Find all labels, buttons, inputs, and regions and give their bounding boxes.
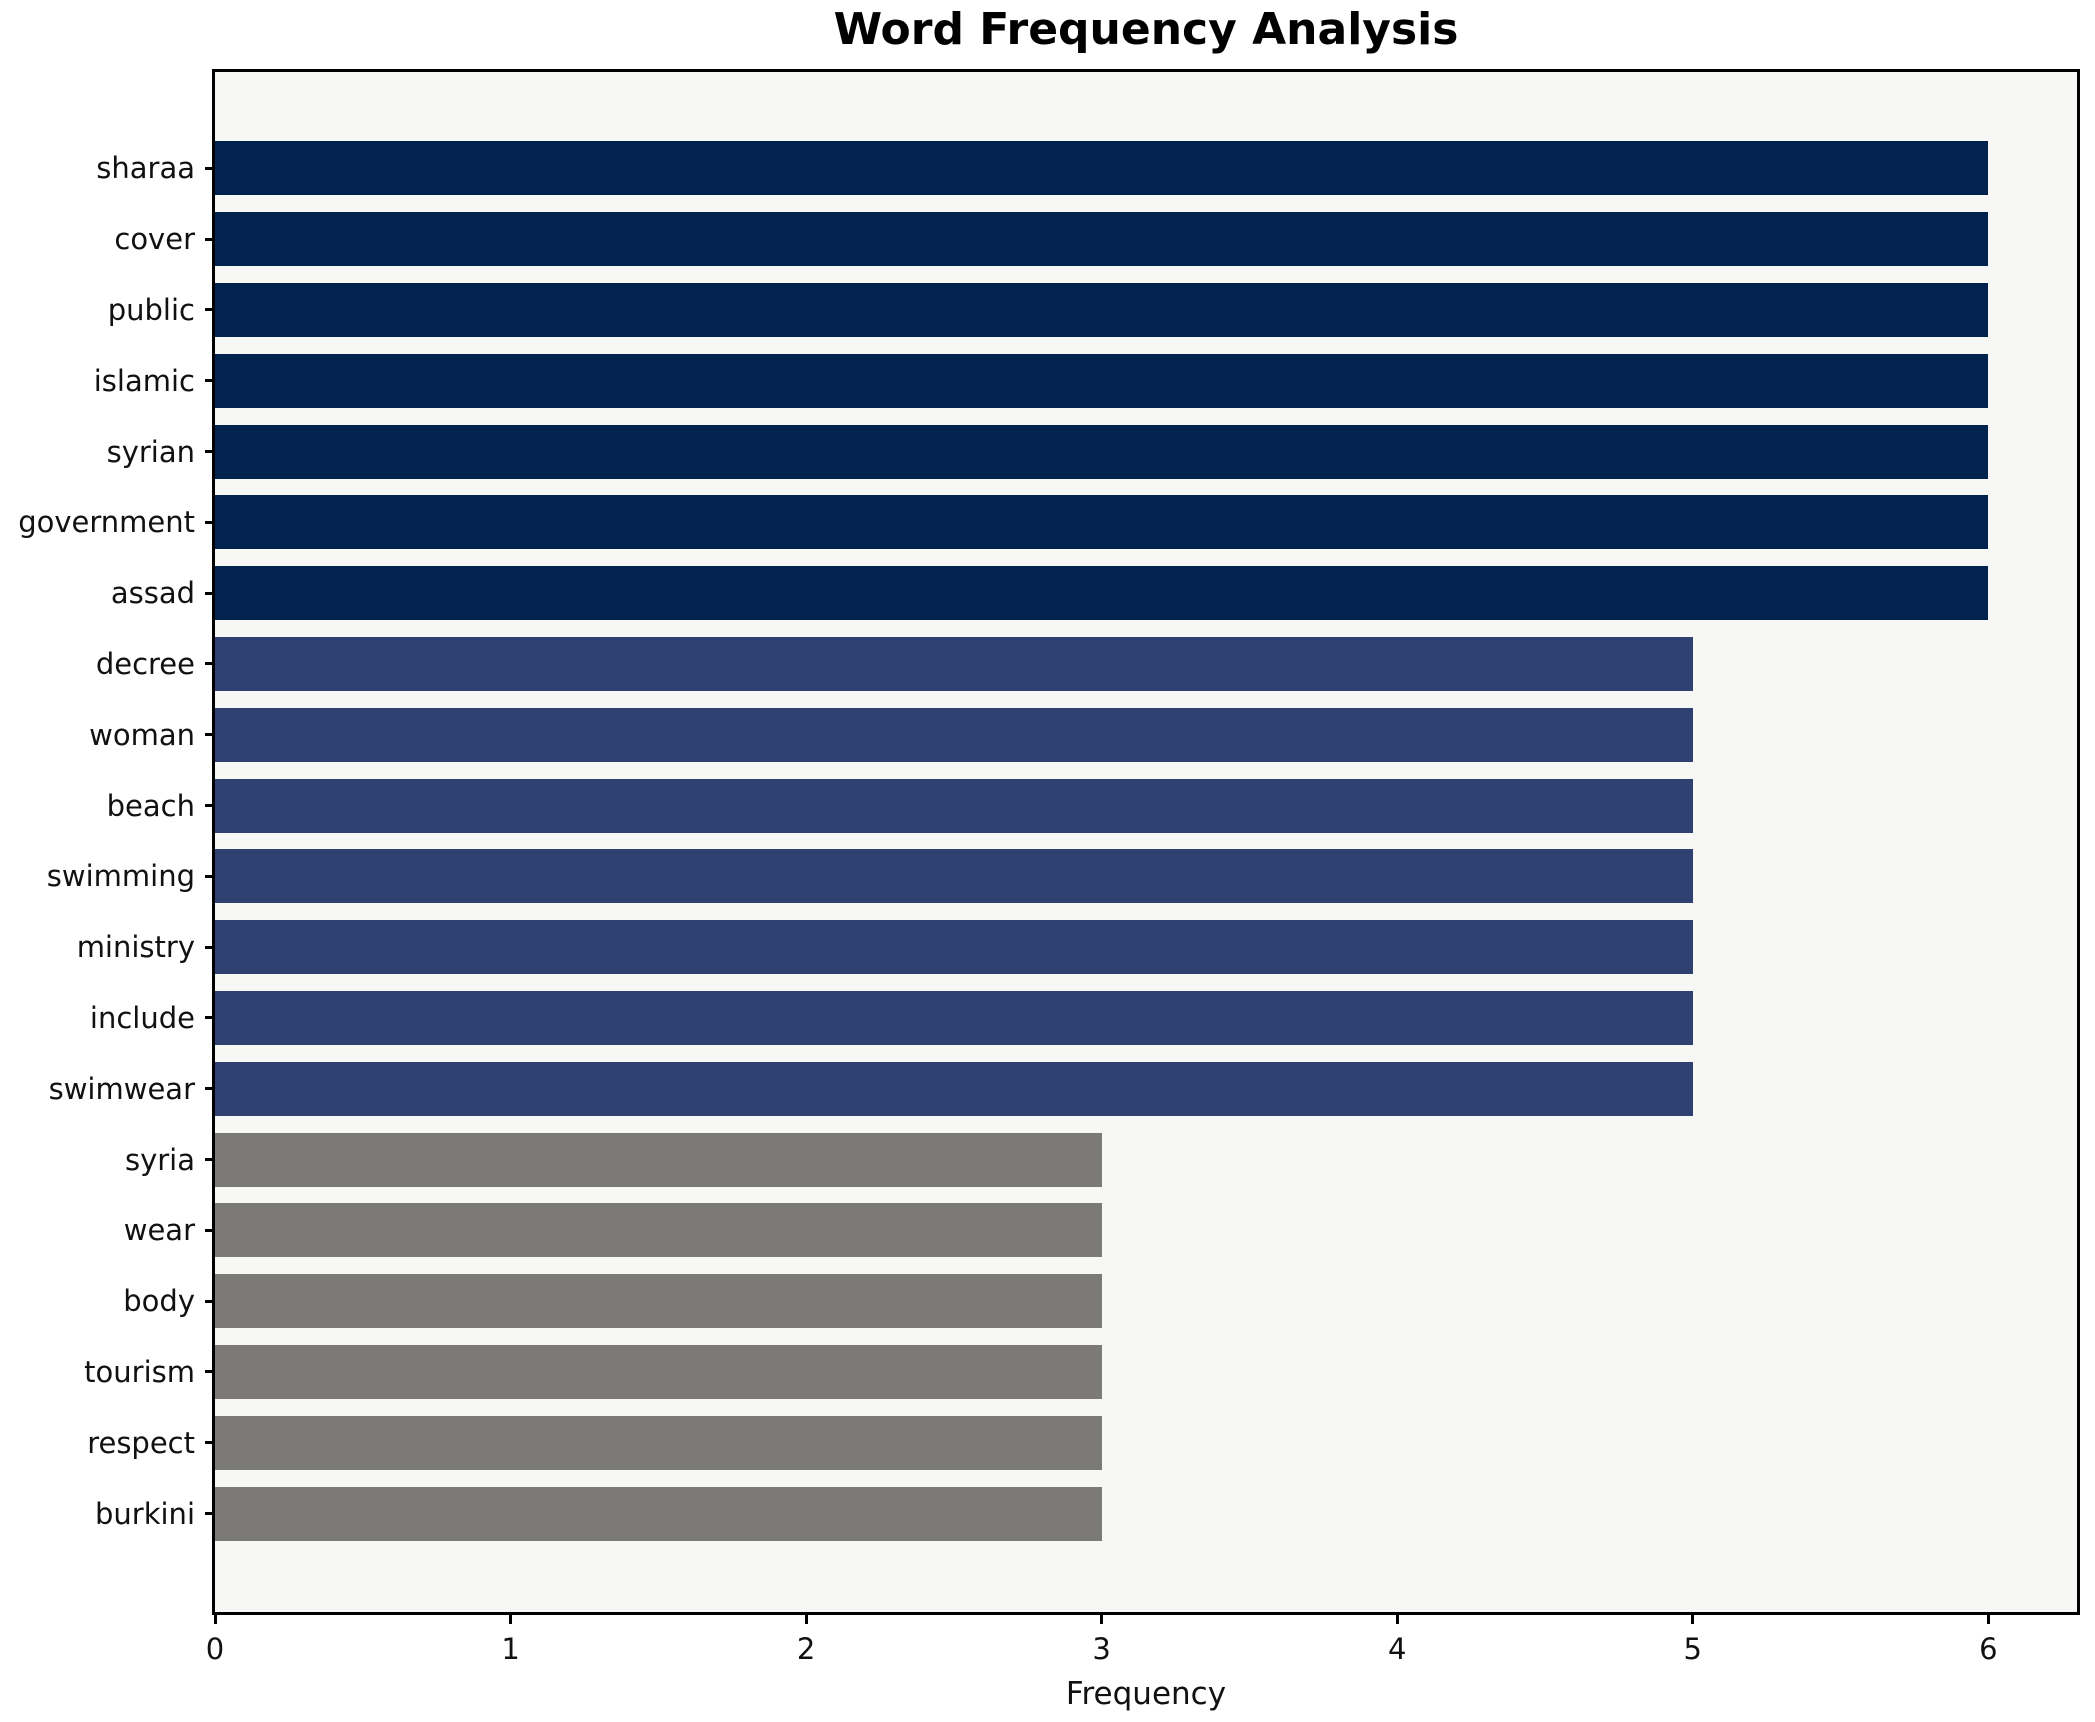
x-tick-mark <box>804 1612 808 1624</box>
y-tick-row-swimwear: swimwear <box>0 1053 215 1124</box>
y-tick-row-cover: cover <box>0 204 215 275</box>
x-axis-title: Frequency <box>1065 1676 1227 1712</box>
y-tick-mark <box>205 1512 215 1516</box>
y-tick-mark <box>205 591 215 595</box>
y-tick-row-syria: syria <box>0 1124 215 1195</box>
y-tick-label: include <box>89 1000 195 1035</box>
y-tick-mark <box>205 733 215 737</box>
y-tick-mark <box>205 874 215 878</box>
y-tick-label: syria <box>124 1142 195 1177</box>
bar-assad <box>215 566 1989 621</box>
y-tick-mark <box>205 945 215 949</box>
bar-tourism <box>215 1345 1102 1399</box>
y-tick-label: cover <box>114 222 195 257</box>
y-tick-mark <box>205 237 215 241</box>
bar-swimming <box>215 849 1693 904</box>
bar-ministry <box>215 920 1693 975</box>
y-tick-label: beach <box>106 788 195 823</box>
bar-syria <box>215 1132 1102 1187</box>
bar-include <box>215 991 1693 1045</box>
y-tick-label: respect <box>87 1425 195 1460</box>
bar-wear <box>215 1203 1102 1258</box>
bar-beach <box>215 778 1693 833</box>
y-tick-label: swimming <box>46 859 195 894</box>
y-tick-mark <box>205 379 215 383</box>
y-tick-label: wear <box>123 1213 195 1248</box>
y-tick-label: syrian <box>106 434 195 469</box>
y-tick-row-body: body <box>0 1266 215 1337</box>
bar-sharaa <box>215 141 1989 196</box>
y-tick-row-respect: respect <box>0 1407 215 1478</box>
x-tick-label: 1 <box>501 1632 520 1666</box>
y-tick-mark <box>205 520 215 524</box>
bar-syrian <box>215 424 1989 479</box>
bar-burkini <box>215 1486 1102 1541</box>
y-tick-row-tourism: tourism <box>0 1337 215 1408</box>
y-tick-label: assad <box>110 576 195 611</box>
x-tick-mark <box>1395 1612 1399 1624</box>
y-tick-mark <box>205 1158 215 1162</box>
chart-title: Word Frequency Analysis <box>833 4 1459 55</box>
bar-government <box>215 495 1989 550</box>
x-tick-label: 0 <box>205 1632 225 1666</box>
y-tick-row-islamic: islamic <box>0 345 215 416</box>
y-tick-label: woman <box>89 717 195 752</box>
y-tick-mark <box>205 1441 215 1445</box>
y-tick-label: sharaa <box>96 151 195 186</box>
y-tick-label: tourism <box>84 1354 195 1389</box>
x-tick-label: 3 <box>1092 1632 1111 1666</box>
y-tick-mark <box>205 1370 215 1374</box>
bar-cover <box>215 212 1989 267</box>
y-tick-mark <box>205 662 215 666</box>
y-tick-mark <box>205 1087 215 1091</box>
y-tick-label: body <box>123 1284 195 1319</box>
x-tick-mark <box>1986 1612 1990 1624</box>
x-tick-label: 6 <box>1979 1632 1998 1666</box>
y-tick-row-sharaa: sharaa <box>0 133 215 204</box>
y-tick-mark <box>205 1299 215 1303</box>
y-tick-row-syrian: syrian <box>0 416 215 487</box>
x-tick-label: 2 <box>796 1632 816 1666</box>
y-tick-row-burkini: burkini <box>0 1478 215 1549</box>
bar-body <box>215 1274 1102 1329</box>
y-tick-label: decree <box>95 646 195 681</box>
y-tick-label: swimwear <box>48 1071 195 1106</box>
y-tick-mark <box>205 804 215 808</box>
y-tick-label: public <box>107 292 195 327</box>
y-tick-row-woman: woman <box>0 699 215 770</box>
y-tick-label: government <box>18 505 195 540</box>
y-tick-mark <box>205 450 215 454</box>
y-tick-row-government: government <box>0 487 215 558</box>
bar-woman <box>215 707 1693 762</box>
y-tick-row-public: public <box>0 275 215 346</box>
bar-swimwear <box>215 1061 1693 1116</box>
y-tick-row-swimming: swimming <box>0 841 215 912</box>
y-tick-row-wear: wear <box>0 1195 215 1266</box>
plot-area <box>212 69 2080 1615</box>
y-tick-label: islamic <box>93 363 195 398</box>
y-tick-row-assad: assad <box>0 558 215 629</box>
bar-respect <box>215 1415 1102 1470</box>
y-tick-row-decree: decree <box>0 629 215 700</box>
y-tick-mark <box>205 308 215 312</box>
y-tick-mark <box>205 1228 215 1232</box>
y-tick-mark <box>205 166 215 170</box>
x-tick-mark <box>1100 1612 1104 1624</box>
y-tick-mark <box>205 1016 215 1020</box>
y-tick-label: ministry <box>76 930 195 965</box>
x-tick-mark <box>509 1612 513 1624</box>
bar-islamic <box>215 353 1989 408</box>
x-tick-mark <box>213 1612 217 1624</box>
y-tick-row-include: include <box>0 983 215 1054</box>
y-tick-row-beach: beach <box>0 770 215 841</box>
x-tick-mark <box>1691 1612 1695 1624</box>
bar-public <box>215 283 1989 337</box>
x-tick-label: 5 <box>1683 1632 1702 1666</box>
y-tick-row-ministry: ministry <box>0 912 215 983</box>
x-tick-label: 4 <box>1387 1632 1407 1666</box>
y-tick-label: burkini <box>95 1496 195 1531</box>
bar-decree <box>215 637 1693 691</box>
